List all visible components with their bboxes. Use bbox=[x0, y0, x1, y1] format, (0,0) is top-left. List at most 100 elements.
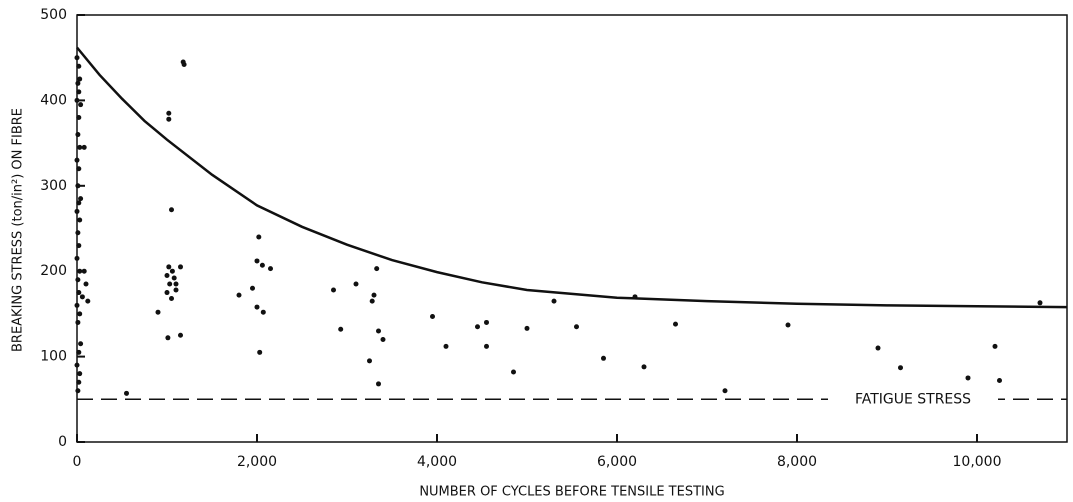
y-tick-label: 0 bbox=[58, 434, 67, 450]
point bbox=[171, 275, 177, 281]
point bbox=[376, 381, 381, 387]
x-tick-label: 4,000 bbox=[417, 454, 457, 470]
point bbox=[173, 287, 179, 293]
point bbox=[965, 375, 971, 381]
point bbox=[166, 110, 172, 116]
point bbox=[173, 281, 179, 287]
point bbox=[380, 337, 386, 343]
point bbox=[74, 55, 80, 61]
point bbox=[250, 285, 255, 291]
point bbox=[443, 343, 449, 349]
point bbox=[259, 262, 265, 268]
point bbox=[369, 298, 375, 304]
point bbox=[76, 290, 82, 296]
point bbox=[75, 388, 81, 394]
point bbox=[166, 116, 172, 122]
point bbox=[992, 343, 998, 349]
point bbox=[641, 364, 647, 370]
point bbox=[76, 89, 82, 95]
point bbox=[81, 144, 87, 150]
point bbox=[371, 292, 377, 298]
x-tick-label: 2,000 bbox=[237, 454, 277, 470]
point bbox=[1037, 300, 1043, 306]
point bbox=[256, 234, 262, 240]
point bbox=[524, 325, 530, 331]
point bbox=[74, 362, 80, 368]
point bbox=[74, 302, 80, 308]
point bbox=[178, 264, 183, 270]
point bbox=[76, 166, 82, 172]
y-tick-label: 400 bbox=[40, 92, 67, 108]
point bbox=[254, 304, 260, 310]
point bbox=[78, 341, 84, 347]
point bbox=[83, 281, 89, 287]
point bbox=[78, 196, 84, 202]
point bbox=[601, 355, 606, 361]
point bbox=[353, 281, 359, 287]
point bbox=[124, 390, 129, 396]
point bbox=[166, 264, 172, 270]
point bbox=[331, 287, 336, 293]
point bbox=[74, 97, 80, 103]
point bbox=[155, 309, 161, 315]
curve bbox=[76, 46, 1068, 309]
x-tick-label: 10,000 bbox=[953, 454, 1002, 470]
point bbox=[169, 207, 174, 213]
point bbox=[75, 183, 81, 189]
point bbox=[551, 298, 557, 304]
y-tick-label: 500 bbox=[40, 7, 67, 23]
point bbox=[236, 292, 242, 298]
point bbox=[632, 294, 638, 300]
point bbox=[77, 371, 83, 377]
point bbox=[76, 200, 82, 206]
point bbox=[74, 255, 80, 261]
point bbox=[76, 114, 82, 120]
point bbox=[76, 349, 82, 355]
point bbox=[367, 358, 372, 364]
point bbox=[374, 266, 380, 272]
point bbox=[484, 343, 489, 349]
point bbox=[85, 298, 91, 304]
point bbox=[75, 132, 81, 138]
point bbox=[164, 272, 170, 278]
label-bg bbox=[828, 389, 998, 410]
point bbox=[785, 322, 791, 328]
point bbox=[673, 321, 678, 327]
point bbox=[77, 311, 83, 317]
point bbox=[169, 296, 174, 302]
y-tick-label: 300 bbox=[40, 178, 67, 194]
point bbox=[178, 332, 183, 338]
point bbox=[165, 335, 171, 341]
y-tick-label: 200 bbox=[40, 263, 67, 279]
point bbox=[79, 294, 85, 300]
point bbox=[254, 258, 260, 264]
y-tick-label: 100 bbox=[40, 349, 67, 365]
point bbox=[77, 217, 83, 223]
point bbox=[997, 378, 1002, 384]
point bbox=[75, 277, 81, 283]
point bbox=[75, 80, 81, 86]
plot-frame bbox=[76, 14, 1068, 443]
point bbox=[75, 319, 81, 325]
x-axis-label: NUMBER OF CYCLES BEFORE TENSILE TESTING bbox=[419, 485, 724, 500]
point bbox=[898, 365, 903, 371]
point bbox=[169, 268, 175, 274]
point bbox=[257, 349, 263, 355]
point bbox=[74, 208, 80, 214]
point bbox=[430, 313, 435, 319]
x-tick-label: 8,000 bbox=[777, 454, 817, 470]
point bbox=[76, 379, 82, 385]
point bbox=[181, 62, 187, 68]
point bbox=[722, 388, 728, 394]
point bbox=[338, 326, 344, 332]
point bbox=[78, 102, 84, 108]
x-tick-label: 0 bbox=[73, 454, 82, 470]
point bbox=[574, 324, 579, 330]
y-axis-label: BREAKING STRESS (ton/in²) ON FIBRE bbox=[11, 108, 26, 352]
point bbox=[77, 268, 83, 274]
point bbox=[74, 157, 80, 163]
point bbox=[475, 324, 480, 330]
point bbox=[167, 281, 173, 287]
point bbox=[77, 144, 83, 150]
